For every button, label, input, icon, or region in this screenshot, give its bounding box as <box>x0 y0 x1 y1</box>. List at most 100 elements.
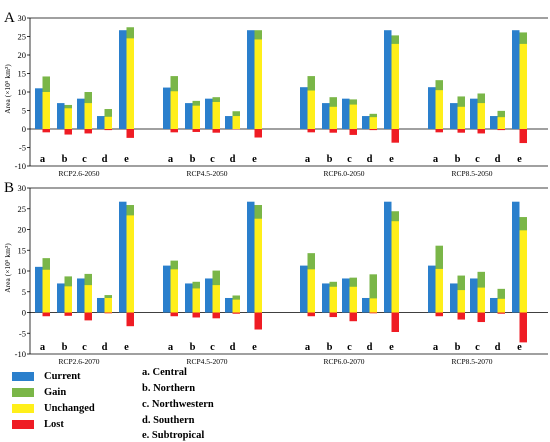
bar-unchanged <box>370 117 378 129</box>
bar-lost <box>498 313 506 314</box>
category-label: a <box>305 154 311 165</box>
bar-lost <box>171 129 179 132</box>
category-label: e <box>124 342 129 353</box>
category-label: d <box>367 154 373 165</box>
bar-unchanged <box>105 117 113 129</box>
bar-unchanged <box>436 90 444 129</box>
category-label: c <box>347 342 352 353</box>
y-tick-label: 30 <box>18 13 27 23</box>
bar-lost <box>478 313 486 323</box>
y-tick-label: 20 <box>18 50 27 60</box>
bar-lost <box>127 313 135 327</box>
bar-current <box>428 87 436 129</box>
y-tick-label: -10 <box>15 161 26 171</box>
bar-lost <box>193 129 201 132</box>
category-label: e <box>252 342 257 353</box>
bar-unchanged <box>520 230 528 312</box>
y-tick-label: 5 <box>22 287 26 297</box>
bar-lost <box>213 313 221 319</box>
category-label: a <box>433 342 439 353</box>
y-tick-label: 0 <box>22 308 26 318</box>
legend-label-gain: Gain <box>44 387 66 398</box>
bar-lost <box>370 313 378 314</box>
y-axis-title: Area (×10⁵ km²) <box>3 243 12 293</box>
bar-lost <box>392 313 400 333</box>
bar-unchanged <box>65 286 73 312</box>
category-label: d <box>495 342 501 353</box>
category-label: c <box>210 342 215 353</box>
category-label: e <box>252 154 257 165</box>
bar-unchanged <box>233 116 241 129</box>
bar-current <box>57 103 65 129</box>
category-label: d <box>230 342 236 353</box>
bar-current <box>342 278 350 312</box>
category-label: c <box>347 154 352 165</box>
bar-lost <box>65 129 73 135</box>
bar-current <box>97 116 105 129</box>
bar-unchanged <box>233 300 241 313</box>
category-label: c <box>475 154 480 165</box>
y-tick-label: 30 <box>18 183 27 193</box>
y-tick-label: 15 <box>18 245 27 255</box>
bar-current <box>185 103 193 129</box>
bar-lost <box>436 313 444 317</box>
bar-lost <box>308 129 316 132</box>
region-subtropical: e. Subtropical <box>142 429 204 442</box>
bar-lost <box>85 129 93 133</box>
bar-unchanged <box>308 269 316 312</box>
bar-lost <box>520 313 528 343</box>
bar-unchanged <box>127 215 135 312</box>
bar-current <box>247 30 255 129</box>
bar-current <box>450 283 458 312</box>
category-label: b <box>190 342 196 353</box>
bar-current <box>512 30 520 129</box>
bar-unchanged <box>43 92 51 129</box>
bar-current <box>470 99 478 129</box>
bar-unchanged <box>330 107 338 129</box>
legend: Current Gain Unchanged Lost a. Central b… <box>0 368 300 434</box>
bar-current <box>97 298 105 313</box>
bar-current <box>322 283 330 312</box>
category-label: a <box>168 342 174 353</box>
bar-current <box>362 298 370 313</box>
bar-lost <box>213 129 221 133</box>
bar-current <box>205 278 213 312</box>
bar-lost <box>308 313 316 317</box>
bar-current <box>512 202 520 313</box>
legend-label-lost: Lost <box>44 419 64 430</box>
y-tick-label: 15 <box>18 69 27 79</box>
bar-unchanged <box>458 107 466 129</box>
legend-label-unchanged: Unchanged <box>44 403 95 414</box>
bar-unchanged <box>193 288 201 312</box>
bar-lost <box>85 313 93 321</box>
bar-unchanged <box>478 288 486 313</box>
bar-current <box>342 99 350 129</box>
bar-current <box>163 266 171 313</box>
bar-current <box>35 88 43 129</box>
bar-current <box>205 99 213 129</box>
bar-current <box>77 278 85 312</box>
y-axis-title: Area (×10⁵ km²) <box>3 64 12 114</box>
bar-lost <box>478 129 486 133</box>
group-label: RCP6.0-2070 <box>323 357 364 366</box>
bar-lost <box>43 313 51 317</box>
bar-current <box>35 267 43 313</box>
bar-lost <box>233 313 241 314</box>
bar-current <box>428 266 436 313</box>
bar-lost <box>65 313 73 316</box>
bar-current <box>77 99 85 129</box>
bar-current <box>322 103 330 129</box>
bar-unchanged <box>171 269 179 312</box>
bar-unchanged <box>85 285 93 312</box>
y-tick-label: 5 <box>22 106 26 116</box>
category-label: c <box>475 342 480 353</box>
legend-label-current: Current <box>44 371 81 382</box>
panel-label: A <box>4 10 15 26</box>
bar-unchanged <box>65 108 73 129</box>
bar-current <box>300 87 308 129</box>
category-label: d <box>367 342 373 353</box>
legend-item-unchanged: Unchanged <box>12 402 95 415</box>
bar-unchanged <box>330 287 338 313</box>
